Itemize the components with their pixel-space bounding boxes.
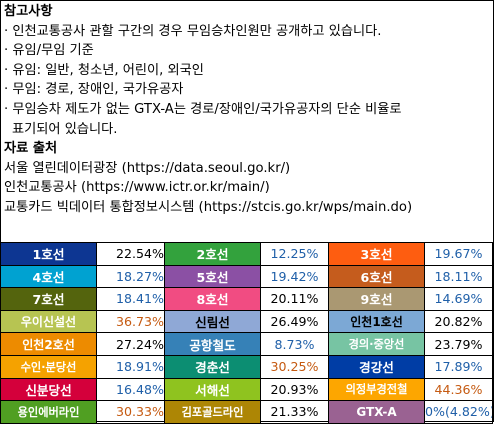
line-name-cell: 3호선 [328, 242, 425, 266]
note-line: · 유임: 일반, 청소년, 어린이, 외국인 [4, 62, 204, 78]
line-ratio-value: 44.36% [424, 377, 493, 402]
line-ratio-value: 19.42% [260, 264, 329, 289]
table-row: 7호선 18.41% 8호선 20.11% 9호선 14.69% [0, 287, 493, 311]
line-name-cell: 4호선 [0, 264, 97, 289]
line-ratio-value: 18.41% [96, 287, 165, 311]
line-ratio-value: 17.89% [424, 354, 493, 379]
line-ratio-value: 12.25% [260, 242, 329, 266]
line-ratio-value: 19.67% [424, 242, 493, 266]
source-line: 서울 열린데이터광장 (https://data.seoul.go.kr/) [4, 160, 291, 176]
line-ratio-table: 1호선 22.54% 2호선 12.25% 3호선 19.67% 4호선 18.27% 5호선 1… [0, 242, 493, 424]
line-ratio-value: 22.54% [96, 242, 165, 266]
source-heading: 자료 출처 [4, 141, 58, 157]
line-name-cell: 김포골드라인 [164, 400, 261, 424]
note-line: 표기되어 있습니다. [12, 121, 118, 137]
line-ratio-value: 20.11% [260, 287, 329, 311]
line-ratio-value: 18.91% [96, 354, 165, 379]
line-name-cell: 경강선 [328, 354, 425, 379]
line-name-cell: 인천1호선 [328, 309, 425, 334]
line-ratio-value: 20.93% [260, 377, 329, 402]
line-ratio-value: 26.49% [260, 309, 329, 334]
line-ratio-value: 23.79% [424, 332, 493, 356]
line-name-cell: 신림선 [164, 309, 261, 334]
table-row: 신분당선 16.48% 서해선 20.93% 의정부경전철 44.36% [0, 377, 493, 402]
line-name-cell: 의정부경전철 [328, 377, 425, 402]
line-ratio-value: 27.24% [96, 332, 165, 356]
line-name-cell: 서해선 [164, 377, 261, 402]
line-ratio-value: 18.11% [424, 264, 493, 289]
table-row: 4호선 18.27% 5호선 19.42% 6호선 18.11% [0, 264, 493, 289]
line-ratio-value: 18.27% [96, 264, 165, 289]
line-ratio-value: 16.48% [96, 377, 165, 402]
note-line: · 무임승차 제도가 없는 GTX-A는 경로/장애인/국가유공자의 단순 비율… [4, 101, 402, 117]
line-name-cell: 우이신설선 [0, 309, 97, 334]
line-ratio-value: 30.25% [260, 354, 329, 379]
table-row: 인천2호선 27.24% 공항철도 8.73% 경의·중앙선 23.79% [0, 332, 493, 356]
line-name-cell: 용인에버라인 [0, 400, 97, 424]
notes-section: 참고사항 · 인천교통공사 관할 구간의 경우 무임승차인원만 공개하고 있습니… [4, 2, 490, 218]
line-name-cell: 9호선 [328, 287, 425, 311]
line-name-cell: 공항철도 [164, 332, 261, 356]
line-ratio-value: 20.82% [424, 309, 493, 334]
line-name-cell: 8호선 [164, 287, 261, 311]
line-ratio-value: 21.33% [260, 400, 329, 424]
line-ratio-value: 36.73% [96, 309, 165, 334]
line-name-cell: 신분당선 [0, 377, 97, 402]
note-line: · 무임: 경로, 장애인, 국가유공자 [4, 82, 184, 98]
line-ratio-value: 0%(4.82%) [424, 400, 493, 424]
notes-heading: 참고사항 [4, 4, 53, 19]
line-name-cell: 7호선 [0, 287, 97, 311]
note-line: · 인천교통공사 관할 구간의 경우 무임승차인원만 공개하고 있습니다. [4, 23, 382, 39]
table-row: 우이신설선 36.73% 신림선 26.49% 인천1호선 20.82% [0, 309, 493, 334]
source-line: 교통카드 빅데이터 통합정보시스템 (https://stcis.go.kr/w… [4, 199, 413, 215]
note-line: · 유임/무임 기준 [4, 43, 94, 59]
line-name-cell: 경춘선 [164, 354, 261, 379]
line-ratio-value: 14.69% [424, 287, 493, 311]
line-name-cell: 수인·분당선 [0, 354, 97, 379]
table-row: 용인에버라인 30.33% 김포골드라인 21.33% GTX-A 0%(4.82%) [0, 400, 493, 424]
line-ratio-value: 8.73% [260, 332, 329, 356]
line-name-cell: 1호선 [0, 242, 97, 266]
line-name-cell: GTX-A [328, 400, 425, 424]
line-name-cell: 6호선 [328, 264, 425, 289]
line-ratio-value: 30.33% [96, 400, 165, 424]
table-row: 1호선 22.54% 2호선 12.25% 3호선 19.67% [0, 242, 493, 266]
line-name-cell: 2호선 [164, 242, 261, 266]
line-name-cell: 인천2호선 [0, 332, 97, 356]
line-name-cell: 경의·중앙선 [328, 332, 425, 356]
line-name-cell: 5호선 [164, 264, 261, 289]
table-row: 수인·분당선 18.91% 경춘선 30.25% 경강선 17.89% [0, 354, 493, 379]
source-line: 인천교통공사 (https://www.ictr.or.kr/main/) [4, 180, 270, 196]
